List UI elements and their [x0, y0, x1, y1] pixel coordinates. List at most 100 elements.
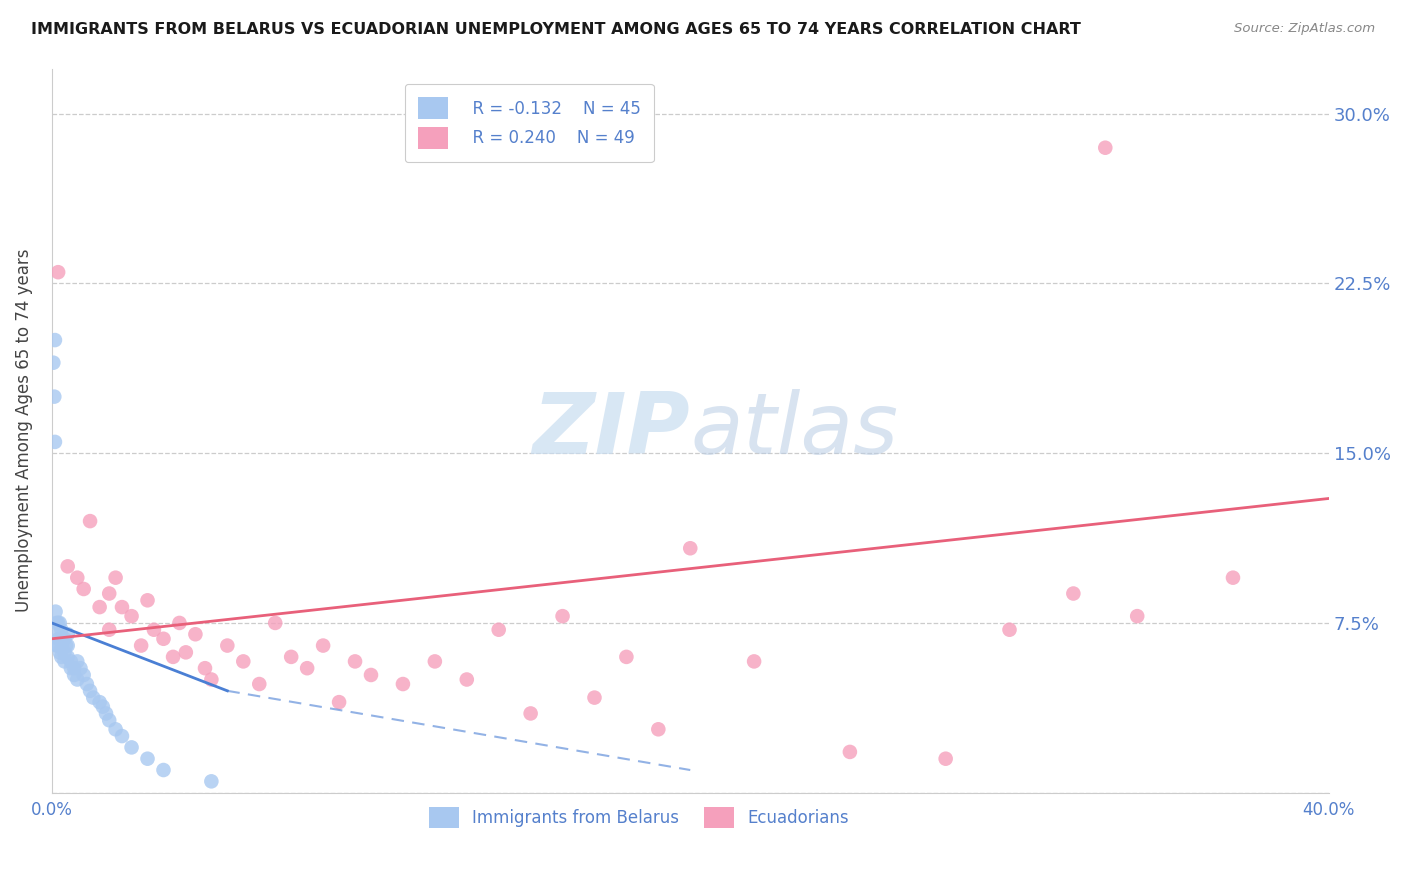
Point: [66, 654, 89, 668]
Point: [111, 729, 134, 743]
Point: [63, 668, 86, 682]
Point: [217, 639, 239, 653]
Point: [111, 600, 134, 615]
Point: [121, 740, 143, 755]
Point: [174, 645, 197, 659]
Point: [136, 752, 159, 766]
Point: [56, 649, 79, 664]
Point: [838, 745, 860, 759]
Point: [583, 690, 606, 705]
Point: [264, 615, 287, 630]
Point: [647, 723, 669, 737]
Point: [121, 609, 143, 624]
Point: [551, 609, 574, 624]
Point: [45, 615, 67, 630]
Point: [53, 632, 76, 646]
Point: [46, 265, 69, 279]
Point: [51, 623, 73, 637]
Point: [55, 639, 77, 653]
Point: [56, 639, 79, 653]
Point: [232, 654, 254, 668]
Point: [360, 668, 382, 682]
Point: [45, 605, 67, 619]
Point: [76, 677, 98, 691]
Point: [48, 645, 70, 659]
Point: [142, 623, 165, 637]
Point: [519, 706, 541, 721]
Point: [169, 615, 191, 630]
Point: [152, 632, 174, 646]
Point: [56, 627, 79, 641]
Point: [247, 677, 270, 691]
Point: [44, 333, 66, 347]
Point: [79, 683, 101, 698]
Point: [456, 673, 478, 687]
Point: [129, 639, 152, 653]
Point: [98, 623, 121, 637]
Point: [935, 752, 957, 766]
Point: [69, 661, 91, 675]
Point: [200, 673, 222, 687]
Point: [46, 615, 69, 630]
Point: [53, 645, 76, 659]
Point: [1126, 609, 1149, 624]
Point: [59, 661, 82, 675]
Point: [152, 763, 174, 777]
Point: [344, 654, 367, 668]
Point: [742, 654, 765, 668]
Point: [46, 627, 69, 641]
Point: [1062, 586, 1084, 600]
Point: [162, 649, 184, 664]
Point: [104, 571, 127, 585]
Point: [51, 639, 73, 653]
Point: [136, 593, 159, 607]
Legend: Immigrants from Belarus, Ecuadorians: Immigrants from Belarus, Ecuadorians: [422, 800, 856, 835]
Point: [63, 661, 86, 675]
Point: [488, 623, 510, 637]
Text: IMMIGRANTS FROM BELARUS VS ECUADORIAN UNEMPLOYMENT AMONG AGES 65 TO 74 YEARS COR: IMMIGRANTS FROM BELARUS VS ECUADORIAN UN…: [31, 22, 1081, 37]
Point: [89, 695, 111, 709]
Point: [94, 706, 117, 721]
Point: [312, 639, 335, 653]
Point: [42, 356, 65, 370]
Point: [998, 623, 1021, 637]
Point: [98, 586, 121, 600]
Point: [48, 615, 70, 630]
Point: [48, 632, 70, 646]
Point: [1222, 571, 1244, 585]
Point: [51, 632, 73, 646]
Point: [1094, 141, 1116, 155]
Point: [46, 639, 69, 653]
Point: [66, 571, 89, 585]
Point: [194, 661, 217, 675]
Y-axis label: Unemployment Among Ages 65 to 74 years: Unemployment Among Ages 65 to 74 years: [15, 249, 32, 612]
Point: [82, 690, 104, 705]
Point: [59, 654, 82, 668]
Point: [280, 649, 302, 664]
Point: [73, 582, 96, 596]
Point: [89, 600, 111, 615]
Point: [184, 627, 207, 641]
Text: Source: ZipAtlas.com: Source: ZipAtlas.com: [1234, 22, 1375, 36]
Point: [616, 649, 638, 664]
Point: [51, 649, 73, 664]
Point: [91, 699, 114, 714]
Point: [295, 661, 318, 675]
Point: [44, 390, 66, 404]
Text: ZIP: ZIP: [533, 389, 690, 472]
Point: [104, 723, 127, 737]
Point: [328, 695, 350, 709]
Point: [392, 677, 415, 691]
Point: [73, 668, 96, 682]
Point: [66, 673, 89, 687]
Point: [53, 654, 76, 668]
Point: [79, 514, 101, 528]
Point: [45, 639, 67, 653]
Point: [200, 774, 222, 789]
Point: [44, 434, 66, 449]
Point: [423, 654, 446, 668]
Point: [679, 541, 702, 556]
Text: atlas: atlas: [690, 389, 898, 472]
Point: [98, 713, 121, 727]
Point: [56, 559, 79, 574]
